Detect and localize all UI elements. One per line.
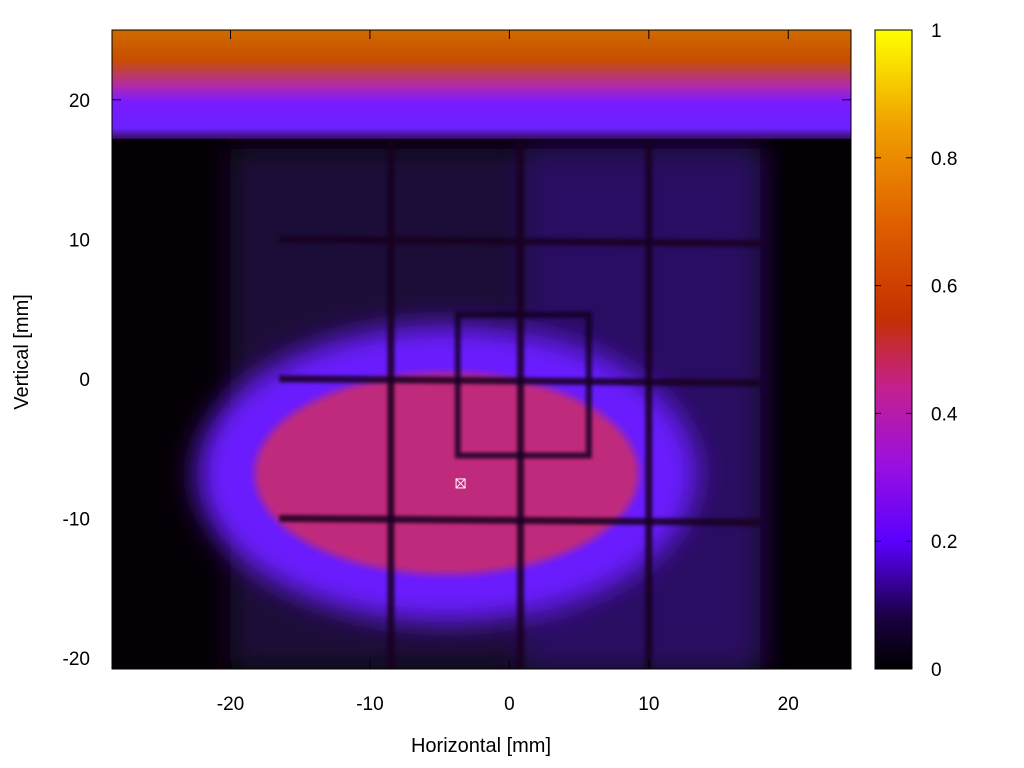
colorbar-tick-label: 0.4 [931,404,958,425]
heatmap-wire-grid [279,141,761,669]
y-tick-label: 20 [69,91,90,112]
y-tick-label: 10 [69,230,90,251]
colorbar-tick-label: 0 [931,660,942,681]
colorbar-tick-label: 0.8 [931,149,957,170]
wire-inner-square [454,311,592,459]
wire-horizontal-0 [279,235,761,247]
colorbar [874,29,913,670]
heatmap-hot-spot [254,372,639,575]
colorbar-tick-label: 0.2 [931,532,957,553]
y-tick-label: 0 [79,370,90,391]
x-tick-label: -10 [356,694,383,715]
colorbar-tick-label: 0.6 [931,277,957,298]
x-tick-label: -20 [217,694,244,715]
x-tick-label: 0 [504,694,515,715]
y-axis-label: Vertical [mm] [11,294,33,410]
colorbar-ticks: 0 0.2 0.4 0.6 0.8 1 [875,21,958,681]
y-tick-label: -10 [63,509,90,530]
marker-cross-b [455,478,466,489]
y-tick-label: -20 [63,649,90,670]
y-axis-ticks: -20 -10 0 10 20 [63,91,851,670]
x-axis-ticks: -20 -10 0 10 20 [217,30,799,715]
heatmap-plot-area [112,30,851,669]
heatmap-marker [455,478,466,489]
heatmap-top-band [112,30,851,139]
wire-horizontal-1 [279,375,761,387]
x-tick-label: 20 [778,694,799,715]
x-axis-label: Horizontal [mm] [411,735,551,757]
marker-square [455,478,466,489]
wire-horizontal-2 [279,514,761,527]
colorbar-tick-label: 1 [931,21,942,42]
plot-frame [111,29,852,670]
x-tick-label: 10 [638,694,659,715]
